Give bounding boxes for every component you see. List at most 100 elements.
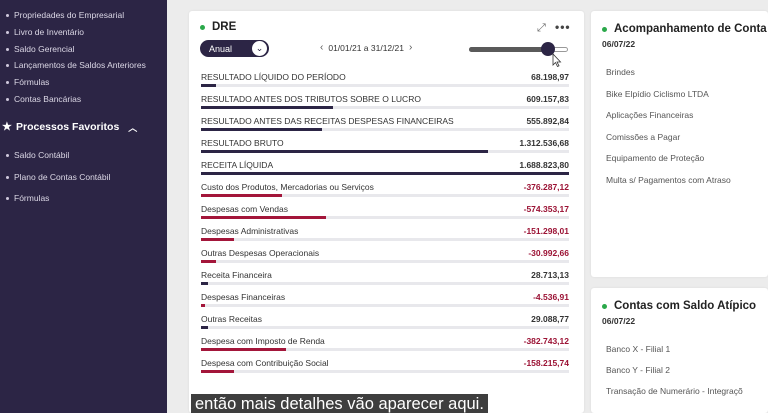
status-dot-icon	[602, 26, 607, 32]
sidebar-item[interactable]: Propriedades do Empresarial	[6, 10, 124, 20]
previous-period-icon[interactable]: ‹	[320, 42, 324, 53]
atypical-balance-panel: Contas com Saldo Atípico 06/07/22 Banco …	[591, 288, 768, 413]
dre-row-label: Despesas com Vendas	[201, 204, 288, 214]
dre-row-label: Outras Despesas Operacionais	[201, 248, 320, 258]
dre-row[interactable]: Despesas com Vendas -574.353,17	[201, 204, 569, 226]
bullet-icon	[6, 30, 9, 34]
next-period-icon[interactable]: ›	[408, 42, 413, 53]
dre-row-value: -158.215,74	[523, 358, 569, 368]
favorites-section-header[interactable]: ★ Processos Favoritos ︿	[0, 118, 167, 136]
bullet-icon	[6, 175, 9, 179]
dre-row-bar-track	[201, 128, 569, 131]
dre-row-bar	[201, 194, 282, 197]
mouse-cursor-icon	[552, 53, 562, 67]
dre-row-bar	[201, 326, 209, 329]
dre-row-label: RESULTADO ANTES DOS TRIBUTOS SOBRE O LUC…	[201, 94, 421, 104]
dre-row-bar	[201, 238, 235, 241]
list-item[interactable]: Banco X - Filial 1	[606, 344, 671, 354]
dre-row-bar	[201, 84, 216, 87]
sidebar-item[interactable]: Lançamentos de Saldos Anteriores	[6, 60, 146, 70]
atypical-balance-title: Contas com Saldo Atípico	[614, 300, 757, 312]
dre-row-bar	[201, 128, 323, 131]
dre-row-bar	[201, 348, 286, 351]
dre-row-bar	[201, 282, 209, 285]
dre-row[interactable]: Outras Receitas 29.088,77	[201, 314, 569, 336]
slider-fill	[469, 47, 549, 52]
list-item[interactable]: Transação de Numerário - Integraçõ	[606, 386, 743, 396]
account-tracking-panel: Acompanhamento de Conta 06/07/22 Brindes…	[591, 11, 768, 277]
dre-row-bar-track	[201, 282, 569, 285]
dre-row[interactable]: Outras Despesas Operacionais -30.992,66	[201, 248, 569, 270]
sidebar-item-label: Livro de Inventário	[14, 27, 84, 37]
sidebar: Propriedades do Empresarial Livro de Inve…	[0, 0, 167, 413]
sidebar-item-label: Propriedades do Empresarial	[14, 10, 125, 20]
dre-row[interactable]: RESULTADO ANTES DOS TRIBUTOS SOBRE O LUC…	[201, 94, 569, 116]
dre-row-bar-track	[201, 348, 569, 351]
bullet-icon	[6, 196, 9, 200]
list-item[interactable]: Banco Y - Filial 2	[606, 365, 670, 375]
chevron-up-icon[interactable]: ︿	[128, 122, 138, 133]
slider-thumb[interactable]	[541, 42, 556, 56]
zoom-slider[interactable]	[469, 42, 568, 56]
sidebar-item-label: Contas Bancárias	[14, 94, 82, 104]
more-options-icon[interactable]: •••	[555, 20, 571, 34]
dre-row-label: Receita Financeira	[201, 270, 272, 280]
date-range: ‹ 01/01/21 a 31/12/21 ›	[320, 42, 412, 53]
dre-row-label: Despesa com Contribuição Social	[201, 358, 329, 368]
dre-row-value: 29.088,77	[531, 314, 569, 324]
dre-row[interactable]: RESULTADO ANTES DAS RECEITAS DESPESAS FI…	[201, 116, 569, 138]
list-item[interactable]: Comissões a Pagar	[606, 131, 681, 142]
dre-row-label: RESULTADO ANTES DAS RECEITAS DESPESAS FI…	[201, 116, 454, 126]
dre-row-bar-track	[201, 260, 569, 263]
dre-row-value: 555.892,84	[526, 116, 569, 126]
dre-row[interactable]: Despesa com Imposto de Renda -382.743,12	[201, 336, 569, 358]
list-item[interactable]: Brindes	[606, 67, 635, 77]
favorite-item[interactable]: Saldo Contábil	[6, 150, 69, 160]
dre-row[interactable]: RESULTADO LÍQUIDO DO PERÍODO 68.198,97	[201, 72, 569, 94]
dre-row[interactable]: RECEITA LÍQUIDA 1.688.823,80	[201, 160, 569, 182]
dre-row[interactable]: Custo dos Produtos, Mercadorias ou Servi…	[201, 182, 569, 204]
expand-icon[interactable]: ⤢	[537, 22, 546, 34]
sidebar-item[interactable]: Livro de Inventário	[6, 27, 84, 37]
dre-row[interactable]: Receita Financeira 28.713,13	[201, 270, 569, 292]
dre-row-bar-track	[201, 194, 569, 197]
dre-row-value: -30.992,66	[528, 248, 569, 258]
dre-row[interactable]: Despesas Administrativas -151.298,01	[201, 226, 569, 248]
dre-row[interactable]: RESULTADO BRUTO 1.312.536,68	[201, 138, 569, 160]
dre-row[interactable]: Despesas Financeiras -4.536,91	[201, 292, 569, 314]
account-tracking-title: Acompanhamento de Conta	[614, 23, 767, 35]
dre-row-value: -4.536,91	[533, 292, 569, 302]
dre-row-value: -151.298,01	[523, 226, 569, 236]
dre-row-bar	[201, 172, 569, 175]
dre-row-value: 68.198,97	[531, 72, 569, 82]
dre-row-label: RESULTADO LÍQUIDO DO PERÍODO	[201, 72, 346, 82]
dre-row-value: -376.287,12	[523, 182, 569, 192]
bullet-icon	[6, 47, 9, 51]
sidebar-item[interactable]: Saldo Gerencial	[6, 44, 74, 54]
favorite-item-label: Fórmulas	[14, 193, 50, 203]
list-item[interactable]: Multa s/ Pagamentos com Atraso	[606, 174, 731, 185]
dre-row-bar-track	[201, 216, 569, 219]
atypical-balance-date: 06/07/22	[602, 316, 636, 326]
atypical-balance-header: Contas com Saldo Atípico	[602, 300, 756, 312]
dre-row-value: 609.157,83	[526, 94, 569, 104]
dre-row-bar-track	[201, 238, 569, 241]
dre-row-label: Despesas Administrativas	[201, 226, 299, 236]
bullet-icon	[6, 153, 9, 157]
dre-row[interactable]: Despesa com Contribuição Social -158.215,…	[201, 358, 569, 380]
dre-row-label: Outras Receitas	[201, 314, 262, 324]
sidebar-item[interactable]: Fórmulas	[6, 77, 49, 87]
dre-row-bar-track	[201, 106, 569, 109]
list-item[interactable]: Equipamento de Proteção	[606, 153, 705, 163]
favorite-item[interactable]: Fórmulas	[6, 193, 49, 203]
list-item[interactable]: Bike Elpídio Ciclismo LTDA	[606, 88, 709, 99]
list-item[interactable]: Aplicações Financeiras	[606, 110, 694, 120]
favorite-item[interactable]: Plano de Contas Contábil	[6, 172, 110, 182]
sidebar-item[interactable]: Contas Bancárias	[6, 94, 81, 104]
period-select[interactable]: Anual ⌄	[200, 40, 269, 57]
bullet-icon	[6, 13, 9, 17]
dre-row-label: RESULTADO BRUTO	[201, 138, 284, 148]
favorite-item-label: Plano de Contas Contábil	[14, 172, 111, 182]
dre-row-bar-track	[201, 370, 569, 373]
dre-row-value: -382.743,12	[523, 336, 569, 346]
